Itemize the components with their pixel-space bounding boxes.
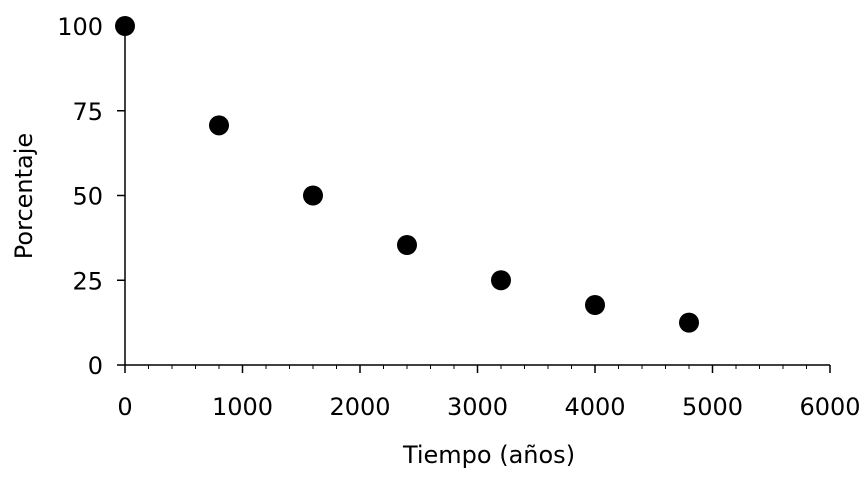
- data-point: [115, 16, 135, 36]
- x-tick-label: 5000: [682, 393, 743, 421]
- y-tick-label: 50: [72, 183, 103, 211]
- y-axis-title: Porcentaje: [10, 133, 38, 259]
- data-point: [585, 294, 605, 315]
- x-tick-label: 4000: [564, 393, 625, 421]
- x-tick-label: 1000: [212, 393, 273, 421]
- x-tick-label: 2000: [329, 393, 390, 421]
- data-point: [209, 115, 229, 136]
- axes: [124, 26, 830, 366]
- data-point: [397, 234, 417, 255]
- data-point: [303, 185, 323, 206]
- tick-labels: 0 1000 2000 3000 4000 5000 6000 0 25 50 75 100: [57, 13, 860, 421]
- data-point: [679, 312, 699, 333]
- data-points: [115, 16, 699, 333]
- x-axis-title: Tiempo (años): [402, 441, 575, 469]
- y-tick-label: 0: [88, 352, 103, 380]
- y-tick-label: 100: [57, 13, 103, 41]
- x-tick-label: 6000: [799, 393, 860, 421]
- data-point: [491, 270, 511, 291]
- x-tick-label: 0: [117, 393, 132, 421]
- y-tick-label: 25: [72, 267, 103, 295]
- y-tick-label: 75: [72, 98, 103, 126]
- tick-marks: [117, 25, 831, 373]
- x-tick-label: 3000: [447, 393, 508, 421]
